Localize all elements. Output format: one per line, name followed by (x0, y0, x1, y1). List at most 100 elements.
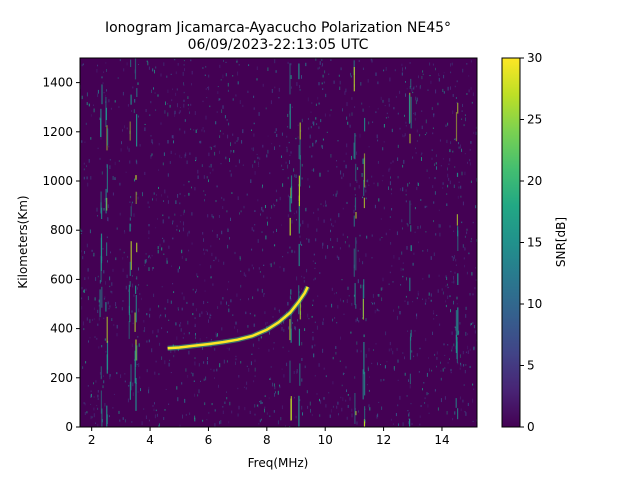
noise-pixel (372, 293, 374, 298)
noise-pixel (328, 73, 330, 75)
vertical-streak (100, 108, 102, 137)
noise-pixel (384, 365, 386, 369)
noise-pixel (262, 248, 264, 252)
noise-pixel (262, 144, 264, 148)
noise-pixel (417, 226, 419, 230)
noise-pixel (330, 109, 332, 111)
noise-pixel (201, 311, 203, 314)
noise-pixel (104, 198, 106, 201)
noise-pixel (212, 283, 214, 286)
noise-pixel (342, 173, 344, 177)
noise-pixel (388, 103, 390, 107)
noise-pixel (381, 236, 383, 238)
noise-pixel (127, 104, 129, 107)
vertical-streak (355, 411, 357, 416)
noise-pixel (435, 162, 437, 165)
noise-pixel (225, 156, 227, 160)
vertical-streak (455, 112, 458, 142)
noise-pixel (236, 140, 238, 142)
noise-pixel (249, 410, 251, 414)
noise-pixel (369, 376, 370, 378)
noise-pixel (359, 234, 361, 237)
noise-pixel (365, 318, 367, 322)
noise-pixel (451, 346, 453, 350)
noise-pixel (337, 305, 339, 309)
noise-pixel (229, 237, 230, 240)
noise-pixel (206, 312, 208, 315)
noise-pixel (413, 355, 415, 358)
noise-pixel (422, 298, 423, 300)
noise-pixel (388, 186, 389, 190)
noise-pixel (309, 401, 311, 406)
noise-pixel (151, 139, 153, 143)
noise-pixel (354, 187, 356, 191)
noise-pixel (408, 421, 410, 425)
noise-pixel (450, 141, 452, 145)
noise-pixel (122, 300, 124, 302)
noise-pixel (109, 276, 111, 281)
noise-pixel (243, 272, 245, 276)
noise-pixel (228, 281, 230, 283)
noise-pixel (419, 415, 421, 418)
noise-pixel (454, 271, 456, 274)
noise-pixel (206, 360, 208, 365)
noise-pixel (381, 180, 383, 182)
noise-pixel (238, 405, 240, 410)
noise-pixel (424, 205, 426, 209)
noise-pixel (146, 369, 148, 373)
noise-pixel (151, 348, 153, 353)
noise-pixel (221, 109, 223, 113)
noise-pixel (363, 334, 365, 338)
noise-pixel (205, 88, 207, 90)
noise-pixel (412, 262, 414, 266)
vertical-streak (289, 319, 291, 341)
noise-pixel (442, 182, 444, 185)
noise-pixel (80, 228, 82, 232)
noise-pixel (96, 337, 98, 340)
noise-pixel (318, 66, 320, 69)
noise-pixel (230, 299, 232, 303)
noise-pixel (97, 93, 99, 97)
vertical-streak (289, 360, 291, 383)
noise-pixel (176, 225, 178, 228)
noise-pixel (288, 141, 290, 144)
vertical-streak (135, 285, 137, 294)
noise-pixel (342, 397, 344, 401)
noise-pixel (135, 278, 137, 280)
noise-pixel (310, 408, 311, 413)
noise-pixel (166, 257, 168, 262)
noise-pixel (299, 235, 301, 238)
noise-pixel (399, 90, 401, 94)
noise-pixel (128, 385, 130, 387)
noise-pixel (179, 266, 180, 269)
noise-pixel (465, 306, 467, 310)
noise-pixel (458, 146, 460, 149)
noise-pixel (223, 359, 225, 364)
noise-pixel (421, 152, 423, 154)
noise-pixel (277, 420, 279, 425)
noise-pixel (197, 275, 199, 278)
noise-pixel (170, 73, 172, 75)
noise-pixel (377, 308, 379, 311)
noise-pixel (327, 170, 329, 172)
noise-pixel (415, 152, 417, 154)
noise-pixel (258, 423, 260, 425)
noise-pixel (430, 293, 432, 297)
noise-pixel (304, 365, 306, 369)
noise-pixel (458, 181, 460, 183)
noise-pixel (207, 357, 208, 360)
noise-pixel (143, 330, 145, 333)
noise-pixel (93, 104, 94, 106)
noise-pixel (187, 108, 189, 110)
noise-pixel (274, 244, 276, 247)
noise-pixel (464, 264, 465, 268)
noise-pixel (464, 235, 466, 238)
noise-pixel (164, 314, 166, 318)
noise-pixel (393, 309, 394, 312)
noise-pixel (149, 307, 151, 310)
noise-pixel (322, 242, 324, 246)
noise-pixel (108, 308, 110, 310)
noise-pixel (238, 64, 240, 66)
noise-pixel (152, 330, 154, 334)
noise-pixel (390, 348, 392, 351)
